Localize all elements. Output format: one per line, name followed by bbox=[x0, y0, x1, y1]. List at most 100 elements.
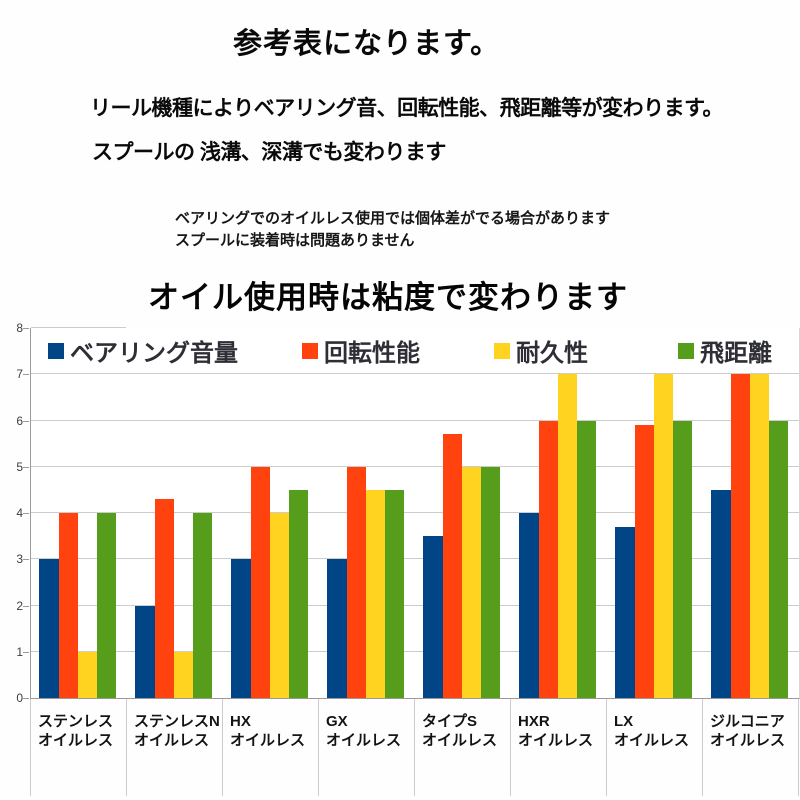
y-axis-tick bbox=[23, 328, 29, 329]
bar-飛距離-4 bbox=[385, 489, 405, 698]
category-separator bbox=[510, 699, 511, 796]
bar-ベアリング音量-5 bbox=[423, 536, 443, 698]
bar-飛距離-1 bbox=[97, 513, 117, 698]
bar-飛距離-8 bbox=[769, 420, 789, 698]
legend-item-耐久性: 耐久性 bbox=[494, 333, 588, 368]
category-label-line2: オイルレス bbox=[518, 732, 594, 749]
bar-飛距離-5 bbox=[481, 466, 501, 698]
bar-飛距離-7 bbox=[673, 420, 693, 698]
y-axis-tick-label: 6 bbox=[16, 413, 23, 428]
legend-swatch-icon bbox=[302, 342, 318, 359]
category-separator bbox=[318, 699, 319, 796]
category-label: ステンレスオイルレス bbox=[38, 712, 113, 750]
category-label: GX オイルレス bbox=[326, 712, 401, 750]
bar-回転性能-4 bbox=[346, 466, 366, 698]
legend-label: 回転性能 bbox=[324, 340, 420, 367]
category-label: HXR オイルレス bbox=[518, 712, 593, 750]
bar-回転性能-6 bbox=[538, 420, 558, 698]
y-axis-tick-label: 1 bbox=[16, 644, 23, 659]
category-label-line2: オイルレス bbox=[710, 732, 786, 749]
category-separator bbox=[30, 699, 31, 796]
category-separator bbox=[702, 699, 703, 796]
legend-swatch-icon bbox=[678, 342, 694, 359]
y-axis-tick-label: 3 bbox=[16, 552, 23, 567]
gridline-8 bbox=[31, 327, 126, 328]
legend-item-回転性能: 回転性能 bbox=[302, 333, 420, 368]
bar-耐久性-7 bbox=[653, 374, 673, 698]
category-label-line1: タイプS bbox=[422, 713, 478, 730]
bar-回転性能-8 bbox=[730, 374, 750, 698]
note-line-1: ベアリングでのオイルレス使用では個体差がでる場合があります bbox=[175, 210, 611, 227]
bar-ベアリング音量-4 bbox=[327, 559, 347, 698]
bar-回転性能-7 bbox=[634, 425, 654, 698]
y-axis-tick bbox=[23, 466, 29, 468]
category-label-line1: HXR bbox=[518, 713, 550, 730]
category-separator bbox=[126, 699, 127, 796]
bar-ベアリング音量-2 bbox=[135, 605, 155, 698]
bar-耐久性-1 bbox=[77, 651, 97, 698]
bar-耐久性-2 bbox=[173, 651, 193, 698]
legend-label: 飛距離 bbox=[700, 340, 772, 367]
category-label: ジルコニアオイルレス bbox=[710, 712, 785, 750]
y-axis-tick bbox=[23, 559, 29, 561]
subtitle-line-1: リール機種によりベアリング音、回転性能、飛距離等が変わります。 bbox=[90, 97, 723, 120]
y-axis-tick-label: 5 bbox=[16, 459, 23, 474]
bar-耐久性-4 bbox=[365, 489, 385, 698]
bar-ベアリング音量-7 bbox=[615, 526, 635, 698]
category-label-line2: オイルレス bbox=[134, 732, 210, 749]
category-label-line1: LX bbox=[614, 713, 634, 730]
y-axis-tick bbox=[23, 651, 29, 653]
bar-回転性能-1 bbox=[58, 513, 78, 698]
gridline-3 bbox=[31, 558, 799, 560]
category-label-line1: HX bbox=[230, 713, 251, 730]
category-label: タイプS オイルレス bbox=[422, 712, 497, 750]
legend-swatch-icon bbox=[48, 342, 64, 359]
category-label-line2: オイルレス bbox=[326, 732, 402, 749]
bar-回転性能-3 bbox=[250, 466, 270, 698]
gridline-4 bbox=[31, 512, 799, 513]
bar-耐久性-5 bbox=[461, 466, 481, 698]
category-label-line2: オイルレス bbox=[38, 732, 114, 749]
y-axis-tick bbox=[23, 374, 29, 376]
category-separator bbox=[222, 699, 223, 796]
category-separator bbox=[798, 699, 799, 796]
note-line-2: スプールに装着時は問題ありません bbox=[175, 232, 415, 249]
bar-耐久性-6 bbox=[557, 374, 577, 698]
bar-回転性能-2 bbox=[154, 499, 174, 698]
legend-item-飛距離: 飛距離 bbox=[678, 333, 772, 368]
category-label-line2: オイルレス bbox=[422, 732, 498, 749]
y-axis-tick-label: 0 bbox=[16, 691, 23, 705]
bar-耐久性-3 bbox=[269, 513, 289, 698]
category-label-line1: ジルコニア bbox=[710, 713, 785, 730]
bar-ベアリング音量-8 bbox=[711, 489, 731, 698]
y-axis-tick-label: 4 bbox=[16, 506, 23, 520]
category-label-line1: GX bbox=[326, 713, 348, 730]
oil-note: オイル使用時は粘度で変わります bbox=[148, 280, 628, 315]
legend-label: ベアリング音量 bbox=[70, 340, 238, 367]
gridline-1 bbox=[31, 650, 799, 652]
bar-耐久性-8 bbox=[749, 374, 769, 698]
category-label: ステンレスN オイルレス bbox=[134, 712, 220, 750]
bar-回転性能-5 bbox=[442, 434, 462, 698]
category-label: HX オイルレス bbox=[230, 712, 305, 750]
subtitle-line-2: スプールの 浅溝、深溝でも変わります bbox=[92, 141, 446, 164]
gridline-5 bbox=[31, 465, 799, 467]
bar-飛距離-3 bbox=[289, 489, 309, 698]
bar-ベアリング音量-6 bbox=[519, 513, 539, 698]
category-separator bbox=[414, 699, 415, 796]
bar-飛距離-2 bbox=[193, 513, 213, 698]
category-separator bbox=[606, 699, 607, 796]
page-title: 参考表になります。 bbox=[233, 28, 501, 60]
y-axis-tick bbox=[23, 605, 29, 607]
bar-飛距離-6 bbox=[577, 420, 597, 698]
gridline-6 bbox=[31, 419, 799, 421]
category-label-line1: ステンレス bbox=[38, 713, 114, 730]
bar-ベアリング音量-1 bbox=[39, 559, 59, 698]
gridline-7 bbox=[31, 373, 799, 375]
y-axis-tick-label: 7 bbox=[16, 367, 23, 382]
bar-ベアリング音量-3 bbox=[231, 559, 251, 698]
y-axis-tick-label: 8 bbox=[16, 321, 23, 335]
y-axis-tick bbox=[23, 698, 29, 699]
legend-item-ベアリング音量: ベアリング音量 bbox=[48, 333, 238, 368]
